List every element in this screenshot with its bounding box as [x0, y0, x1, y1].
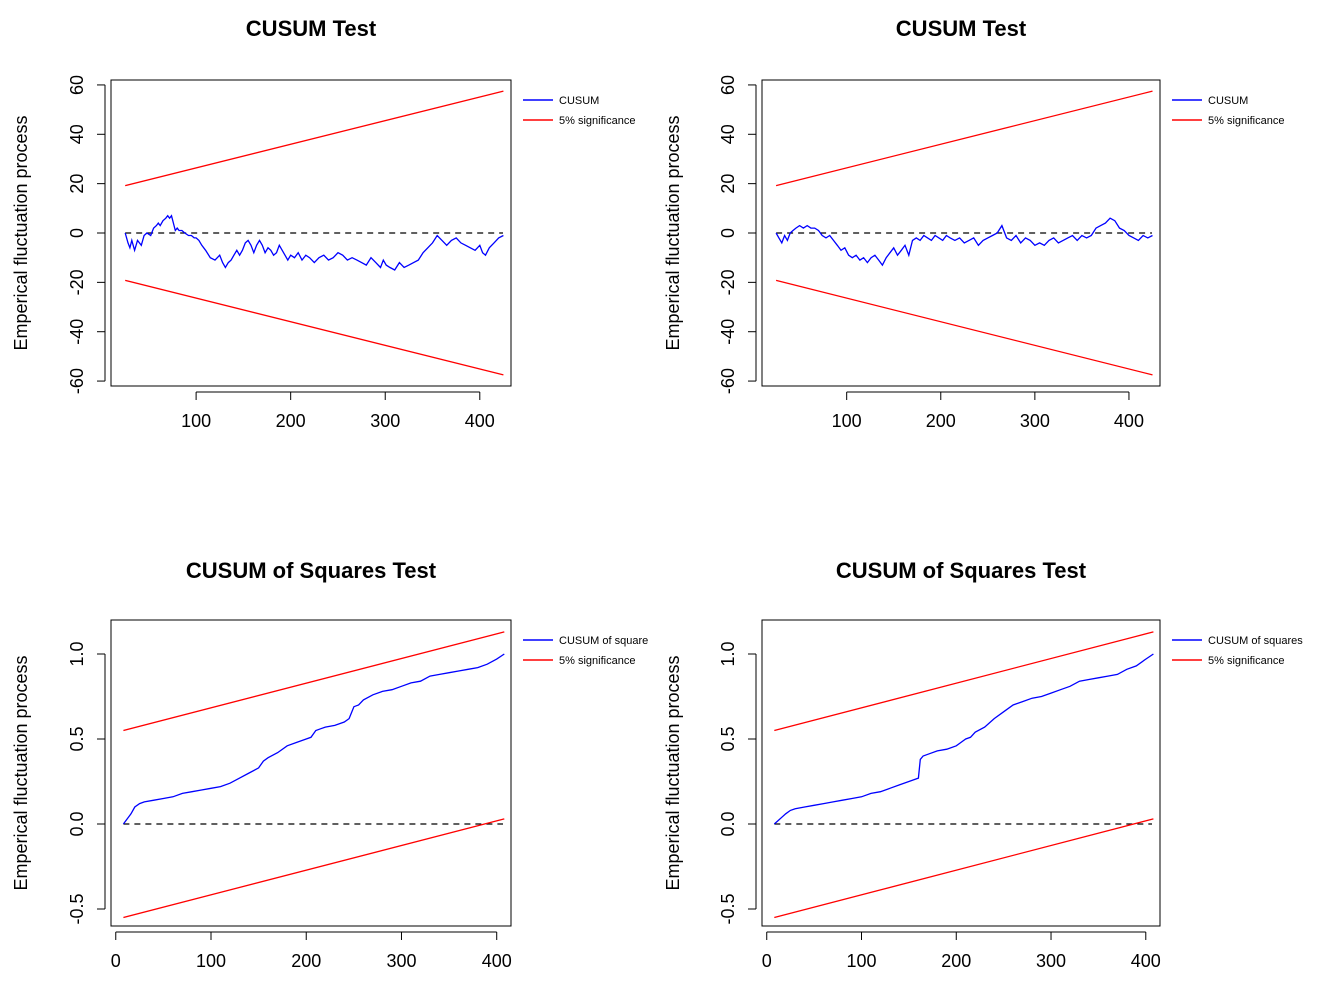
x-tick-label: 400 — [1131, 951, 1161, 971]
plot-frame — [761, 79, 1161, 387]
legend-label: CUSUM of square — [559, 635, 648, 647]
x-tick-label: 200 — [291, 951, 321, 971]
y-tick-label: -40 — [67, 319, 87, 345]
y-tick-label: 0 — [67, 228, 87, 238]
legend-label: 5% significance — [559, 655, 635, 667]
cusum-series-line — [773, 653, 1154, 825]
chart-panel-2: CUSUM Test Emperical fluctuation process 1… — [652, 0, 1319, 485]
x-tick-label: 400 — [1114, 411, 1144, 431]
x-tick-label: 300 — [386, 951, 416, 971]
plot-frame — [110, 79, 512, 387]
plot-frame — [110, 619, 512, 927]
x-tick-label: 300 — [1036, 951, 1066, 971]
y-tick-label: 20 — [718, 174, 738, 194]
y-axis-label: Emperical fluctuation process — [663, 115, 683, 350]
significance-boundary-line — [774, 631, 1154, 732]
chart-panel-4: CUSUM of Squares Test Emperical fluctuati… — [652, 520, 1319, 985]
legend-label: 5% significance — [559, 115, 635, 127]
y-tick-label: -20 — [67, 269, 87, 295]
chart-panel-3: CUSUM of Squares Test Emperical fluctuati… — [0, 520, 660, 985]
y-tick-label: 1.0 — [718, 641, 738, 666]
x-tick-label: 400 — [482, 951, 512, 971]
x-tick-label: 100 — [196, 951, 226, 971]
y-tick-label: 0.5 — [67, 726, 87, 751]
chart-panel-1: CUSUM Test Emperical fluctuation process 1… — [0, 0, 660, 485]
x-tick-label: 100 — [181, 411, 211, 431]
cusum-test-chart-2: CUSUM Test Emperical fluctuation process 1… — [663, 16, 1284, 431]
y-tick-label: 0.0 — [718, 811, 738, 836]
y-tick-label: -40 — [718, 319, 738, 345]
significance-boundary-line — [123, 818, 505, 919]
y-tick-label: 0 — [718, 228, 738, 238]
legend-label: 5% significance — [1208, 655, 1284, 667]
chart-title: CUSUM of Squares Test — [836, 558, 1087, 583]
y-tick-label: 40 — [718, 124, 738, 144]
x-tick-label: 300 — [1020, 411, 1050, 431]
y-tick-label: -0.5 — [718, 893, 738, 924]
legend-label: CUSUM of squares — [1208, 635, 1303, 647]
y-axis-label: Emperical fluctuation process — [663, 655, 683, 890]
x-tick-label: 100 — [832, 411, 862, 431]
significance-boundary-line — [775, 90, 1153, 187]
y-tick-label: -60 — [718, 368, 738, 394]
y-axis-label: Emperical fluctuation process — [11, 655, 31, 890]
y-tick-label: -60 — [67, 368, 87, 394]
plot-frame — [761, 619, 1161, 927]
chart-title: CUSUM Test — [246, 16, 377, 41]
significance-boundary-line — [125, 279, 504, 376]
y-tick-label: 0.5 — [718, 726, 738, 751]
y-tick-label: -0.5 — [67, 893, 87, 924]
y-tick-label: 1.0 — [67, 641, 87, 666]
chart-title: CUSUM Test — [896, 16, 1027, 41]
significance-boundary-line — [125, 90, 504, 187]
y-tick-label: 0.0 — [67, 811, 87, 836]
cusum-test-chart-1: CUSUM Test Emperical fluctuation process 1… — [11, 16, 635, 431]
chart-title: CUSUM of Squares Test — [186, 558, 437, 583]
x-tick-label: 0 — [762, 951, 772, 971]
significance-boundary-line — [775, 279, 1153, 376]
significance-boundary-line — [774, 818, 1154, 919]
cusum-series-line — [124, 214, 504, 271]
y-tick-label: 60 — [718, 75, 738, 95]
y-tick-label: 40 — [67, 124, 87, 144]
x-tick-label: 200 — [276, 411, 306, 431]
x-tick-label: 100 — [846, 951, 876, 971]
x-tick-label: 200 — [941, 951, 971, 971]
y-axis-label: Emperical fluctuation process — [11, 115, 31, 350]
cusum-squares-chart-1: CUSUM of Squares Test Emperical fluctuati… — [11, 558, 648, 971]
x-tick-label: 0 — [111, 951, 121, 971]
y-tick-label: 20 — [67, 174, 87, 194]
x-tick-label: 300 — [370, 411, 400, 431]
significance-boundary-line — [123, 631, 505, 732]
cusum-series-line — [122, 653, 505, 825]
legend-label: CUSUM — [1208, 95, 1248, 107]
x-tick-label: 400 — [465, 411, 495, 431]
cusum-squares-chart-2: CUSUM of Squares Test Emperical fluctuati… — [663, 558, 1303, 971]
legend-label: CUSUM — [559, 95, 599, 107]
x-tick-label: 200 — [926, 411, 956, 431]
legend-label: 5% significance — [1208, 115, 1284, 127]
y-tick-label: 60 — [67, 75, 87, 95]
cusum-series-line — [775, 217, 1153, 267]
y-tick-label: -20 — [718, 269, 738, 295]
